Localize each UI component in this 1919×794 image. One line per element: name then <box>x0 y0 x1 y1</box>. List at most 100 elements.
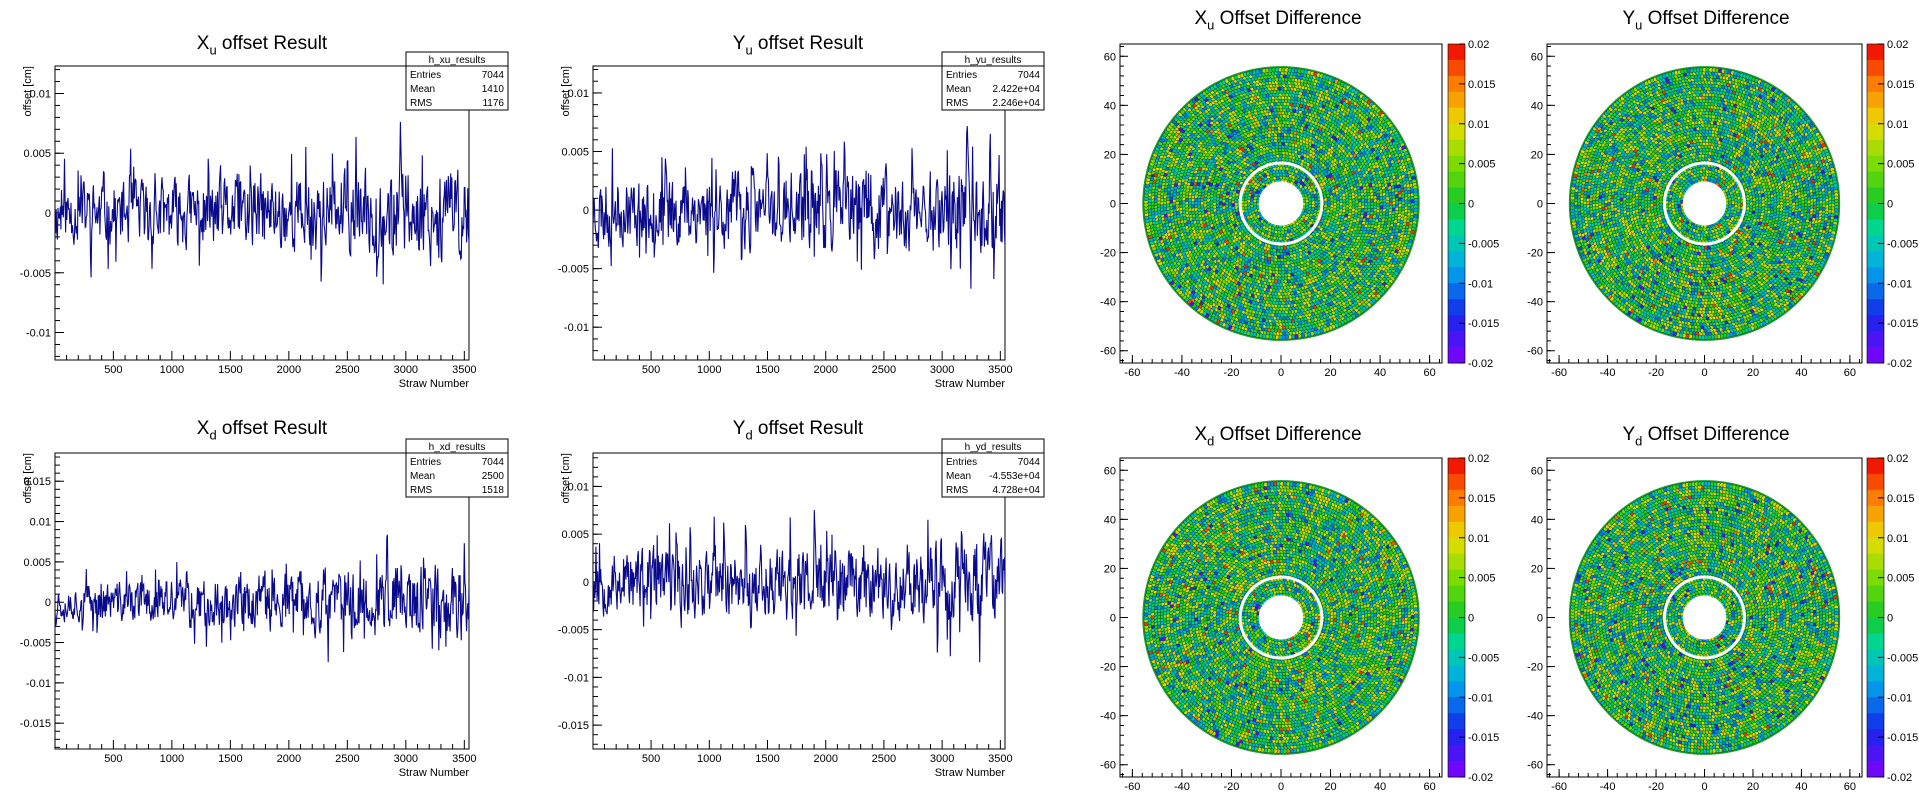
stats-name: h_xu_results <box>429 55 486 66</box>
y-axis-label: offset [cm] <box>22 453 34 504</box>
offset-plot-1: Xu offset Result0.010.0050-0.005-0.01500… <box>20 33 508 390</box>
x-tick-label: 3000 <box>394 364 418 376</box>
stats-rms-label: RMS <box>946 98 969 109</box>
offset-plot-4: Yd offset Result0.010.0050-0.005-0.01-0.… <box>558 418 1044 779</box>
x-tick-label: 1500 <box>218 364 242 376</box>
y-axis-label: offset [cm] <box>560 453 572 504</box>
stats-mean-value: 1410 <box>482 84 505 95</box>
series-line <box>593 510 1005 662</box>
x-tick-label: 1500 <box>755 753 779 765</box>
series-line <box>55 122 469 285</box>
stats-mean-label: Mean <box>410 84 435 95</box>
y-tick-label: -0.01 <box>26 678 51 690</box>
y-axis-label: offset [cm] <box>22 66 34 117</box>
x-tick-label: 2500 <box>872 753 896 765</box>
y-tick-label: -0.005 <box>558 264 589 276</box>
x-tick-label: 2500 <box>335 753 359 765</box>
stats-mean-value: 2500 <box>482 471 505 482</box>
x-tick-label: 500 <box>104 753 122 765</box>
plot-title: Yu offset Result <box>733 33 864 57</box>
offset-plot-3: Xd offset Result0.0150.010.0050-0.005-0.… <box>20 418 508 779</box>
x-tick-label: 1000 <box>160 364 184 376</box>
stats-name: h_xd_results <box>429 442 486 453</box>
y-tick-label: 0.005 <box>561 147 589 159</box>
plot-title: Xu offset Result <box>197 33 328 57</box>
stats-mean-label: Mean <box>946 84 971 95</box>
stats-entries-value: 7044 <box>1018 457 1041 468</box>
stats-rms-label: RMS <box>410 485 433 496</box>
y-tick-label: -0.01 <box>564 672 589 684</box>
y-tick-label: -0.005 <box>20 268 51 280</box>
stats-rms-value: 4.728e+04 <box>992 485 1040 496</box>
y-axis-label: offset [cm] <box>560 66 572 117</box>
x-tick-label: 2500 <box>335 364 359 376</box>
x-tick-label: 3500 <box>452 364 476 376</box>
y-tick-label: 0.005 <box>561 529 589 541</box>
stats-name: h_yu_results <box>965 55 1022 66</box>
stats-box: h_yu_results Entries 7044 Mean 2.422e+04 RMS 2… <box>942 52 1044 110</box>
x-tick-label: 3500 <box>988 364 1012 376</box>
difference-map-1: Xu Offset Difference-60 -40 -20 0 20 40 606040… <box>1100 8 1499 379</box>
y-tick-label: -0.005 <box>558 625 589 637</box>
y-tick-label: 0 <box>45 208 51 220</box>
x-axis-label: Straw Number <box>399 378 470 390</box>
stats-rms-label: RMS <box>946 485 969 496</box>
x-tick-label: 2000 <box>813 753 837 765</box>
stats-entries-label: Entries <box>946 70 977 81</box>
stats-mean-label: Mean <box>410 471 435 482</box>
x-tick-label: 3000 <box>930 753 954 765</box>
stats-entries-label: Entries <box>410 457 441 468</box>
x-tick-label: 1500 <box>755 364 779 376</box>
x-tick-label: 3500 <box>452 753 476 765</box>
y-tick-label: 0.005 <box>23 148 51 160</box>
stats-rms-value: 2.246e+04 <box>992 98 1040 109</box>
y-tick-label: 0 <box>583 205 589 217</box>
x-tick-label: 2000 <box>813 364 837 376</box>
stats-mean-label: Mean <box>946 471 971 482</box>
offset-plot-2: Yu offset Result0.010.0050-0.005-0.01500… <box>558 33 1044 390</box>
stats-mean-value: 2.422e+04 <box>992 84 1040 95</box>
x-tick-label: 2000 <box>277 753 301 765</box>
y-tick-label: 0.01 <box>30 517 51 529</box>
y-tick-label: 0 <box>45 597 51 609</box>
series-line <box>593 126 1005 289</box>
y-tick-label: -0.005 <box>20 638 51 650</box>
stats-mean-value: -4.553e+04 <box>989 471 1040 482</box>
stats-box: h_yd_results Entries 7044 Mean -4.553e+04 RMS… <box>942 439 1044 497</box>
map-title: Xu Offset Difference <box>1194 8 1361 32</box>
stats-entries-label: Entries <box>410 70 441 81</box>
x-axis-label: Straw Number <box>935 378 1006 390</box>
stats-entries-value: 7044 <box>1018 70 1041 81</box>
x-tick-label: 2000 <box>277 364 301 376</box>
plot-title: Xd offset Result <box>197 418 328 442</box>
x-tick-label: 3000 <box>394 753 418 765</box>
y-tick-label: -0.01 <box>26 328 51 340</box>
y-tick-label: -0.015 <box>20 718 51 730</box>
x-tick-label: 3500 <box>988 753 1012 765</box>
x-tick-label: 2500 <box>872 364 896 376</box>
x-tick-label: 1000 <box>160 753 184 765</box>
series-line <box>55 535 469 662</box>
x-tick-label: 3000 <box>930 364 954 376</box>
stats-entries-value: 7044 <box>482 457 505 468</box>
y-tick-label: -0.015 <box>558 720 589 732</box>
x-tick-label: 500 <box>104 364 122 376</box>
stats-box: h_xu_results Entries 7044 Mean 1410 RMS 1176 <box>406 52 508 110</box>
x-axis-label: Straw Number <box>935 767 1006 779</box>
stats-name: h_yd_results <box>965 442 1022 453</box>
x-tick-label: 1000 <box>697 753 721 765</box>
x-tick-label: 500 <box>642 364 660 376</box>
plot-title: Yd offset Result <box>733 418 864 442</box>
stats-entries-label: Entries <box>946 457 977 468</box>
x-tick-label: 1500 <box>218 753 242 765</box>
stats-rms-label: RMS <box>410 98 433 109</box>
y-tick-label: -0.01 <box>564 322 589 334</box>
y-tick-label: 0.005 <box>23 557 51 569</box>
y-tick-label: 0 <box>583 577 589 589</box>
stats-entries-value: 7044 <box>482 70 505 81</box>
stats-rms-value: 1176 <box>482 98 504 109</box>
x-tick-label: 500 <box>642 753 660 765</box>
x-axis-label: Straw Number <box>399 767 470 779</box>
